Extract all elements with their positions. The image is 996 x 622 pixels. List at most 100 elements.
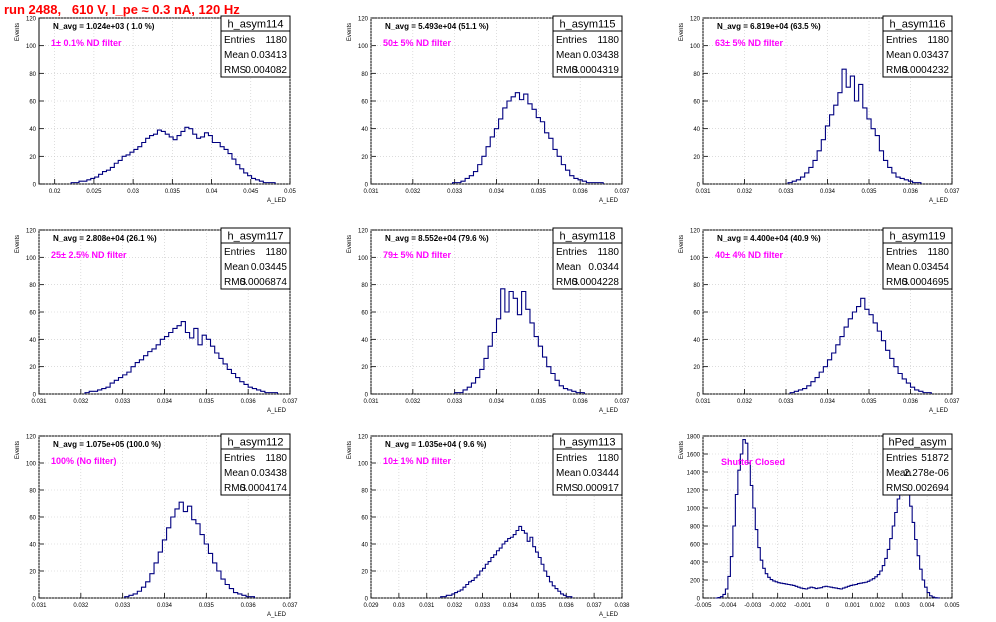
stats-label-rms: RMS [224, 65, 247, 76]
y-tick-label: 20 [361, 365, 368, 371]
x-tick-label: 0.037 [944, 399, 960, 405]
stats-box-title: h_asym114 [227, 19, 283, 31]
stats-label-entries: Entries [886, 453, 917, 464]
x-tick-label: 0.036 [903, 399, 919, 405]
histogram-panel-h_asym115: 0 20 40 60 80 100 120 0.031 0.032 0.033 0.034 0.035… [347, 15, 630, 204]
x-tick-label: 0.036 [241, 399, 257, 405]
y-tick-label: 100 [26, 462, 37, 468]
y-tick-label: 0 [697, 183, 701, 189]
stats-value-entries: 1180 [265, 247, 287, 258]
stats-label-entries: Entries [224, 35, 255, 46]
y-tick-label: 40 [693, 127, 700, 133]
x-axis-label: A_LED [599, 198, 619, 204]
x-tick-label: 0.034 [157, 399, 173, 405]
stats-label-entries: Entries [886, 247, 917, 258]
x-axis-label: A_LED [267, 408, 287, 414]
x-tick-label: 0.033 [447, 399, 463, 405]
histogram-series [70, 126, 276, 184]
y-tick-label: 120 [26, 17, 37, 23]
stats-label-entries: Entries [556, 247, 587, 258]
x-tick-label: 0.04 [206, 189, 218, 195]
filter-label: 63± 5% ND filter [715, 38, 783, 48]
stats-value-rms: 0.0004174 [240, 483, 288, 494]
x-tick-label: 0.032 [73, 603, 89, 609]
y-tick-label: 80 [29, 489, 36, 495]
n-avg-annotation: N_avg = 1.024e+03 ( 1.0 %) [53, 22, 155, 31]
x-tick-label: 0.03 [393, 603, 405, 609]
x-tick-label: 0.032 [737, 189, 753, 195]
x-tick-label: 0.035 [199, 399, 215, 405]
y-tick-label: 60 [693, 100, 700, 106]
y-tick-label: 100 [358, 44, 369, 50]
stats-label-rms: RMS [224, 483, 247, 494]
stats-box-frame [220, 227, 291, 290]
y-axis-label: Events [15, 235, 21, 253]
stats-value-entries: 1180 [265, 453, 287, 464]
y-tick-label: 120 [690, 17, 701, 23]
histogram-series [454, 288, 585, 394]
x-tick-label: 0.02 [49, 189, 61, 195]
y-axis-label: Events [679, 23, 685, 41]
x-tick-label: -0.005 [694, 603, 712, 609]
stats-box-title: h_asym112 [227, 437, 283, 449]
histogram-series [452, 92, 604, 184]
x-tick-label: 0.033 [475, 603, 491, 609]
stats-label-rms: RMS [556, 483, 579, 494]
stats-box-frame [220, 433, 291, 496]
y-tick-label: 0 [697, 393, 701, 399]
filter-label: 100% (No filter) [51, 456, 117, 466]
y-tick-label: 100 [358, 256, 369, 262]
x-tick-label: 0.031 [31, 603, 47, 609]
y-tick-label: 80 [361, 283, 368, 289]
y-tick-label: 20 [361, 570, 368, 576]
stats-box-frame [552, 227, 623, 290]
y-tick-label: 1600 [687, 453, 701, 459]
stats-value-entries: 1180 [927, 35, 949, 46]
x-tick-label: 0.035 [861, 189, 877, 195]
n-avg-annotation: N_avg = 1.075e+05 (100.0 %) [53, 440, 161, 449]
n-avg-annotation: N_avg = 6.819e+04 (63.5 %) [717, 22, 821, 31]
stats-value-entries: 1180 [597, 247, 619, 258]
x-tick-label: 0.003 [895, 603, 911, 609]
x-tick-label: 0.033 [778, 189, 794, 195]
histogram-panel-h_asym117: 0 20 40 60 80 100 120 0.031 0.032 0.033 0.034 0.035… [15, 227, 298, 414]
y-tick-label: 60 [361, 311, 368, 317]
x-tick-label: 0.033 [778, 399, 794, 405]
stats-box: h_asym112 Entries 1180 Mean 0.03438 RMS0.0004… [220, 433, 291, 496]
stats-label-entries: Entries [224, 453, 255, 464]
x-tick-label: 0.034 [820, 399, 836, 405]
stats-label-mean: Mean [556, 262, 581, 273]
stats-box-title: h_asym118 [559, 231, 615, 243]
x-tick-label: 0.032 [73, 399, 89, 405]
stats-value-rms: 0.0004228 [572, 277, 620, 288]
y-tick-label: 80 [693, 283, 700, 289]
y-tick-label: 120 [358, 435, 369, 441]
y-tick-label: 100 [26, 44, 37, 50]
stats-box-title: h_asym113 [559, 437, 615, 449]
y-tick-label: 20 [29, 570, 36, 576]
stats-box-frame [220, 15, 291, 78]
y-tick-label: 60 [693, 311, 700, 317]
x-tick-label: 0.034 [157, 603, 173, 609]
x-tick-label: 0.037 [587, 603, 603, 609]
stats-box-title: h_asym119 [889, 231, 945, 243]
stats-box: h_asym114 Entries 1180 Mean 0.03413 RMS 0.0040… [220, 15, 291, 78]
x-tick-label: 0.032 [737, 399, 753, 405]
stats-label-rms: RMS [556, 65, 579, 76]
stats-label-rms: RMS [556, 277, 579, 288]
stats-value-mean: 0.03438 [583, 50, 620, 61]
x-tick-label: -0.003 [744, 603, 762, 609]
n-avg-annotation: N_avg = 1.035e+04 ( 9.6 %) [385, 440, 487, 449]
stats-box-frame [882, 433, 953, 496]
stats-box-frame [552, 433, 623, 496]
y-tick-label: 40 [361, 338, 368, 344]
x-tick-label: 0.033 [115, 399, 131, 405]
x-tick-label: 0.031 [31, 399, 47, 405]
x-tick-label: 0.033 [115, 603, 131, 609]
y-tick-label: 600 [690, 543, 701, 549]
filter-label: 25± 2.5% ND filter [51, 250, 127, 260]
stats-box-frame [882, 227, 953, 290]
x-tick-label: 0.031 [363, 189, 379, 195]
